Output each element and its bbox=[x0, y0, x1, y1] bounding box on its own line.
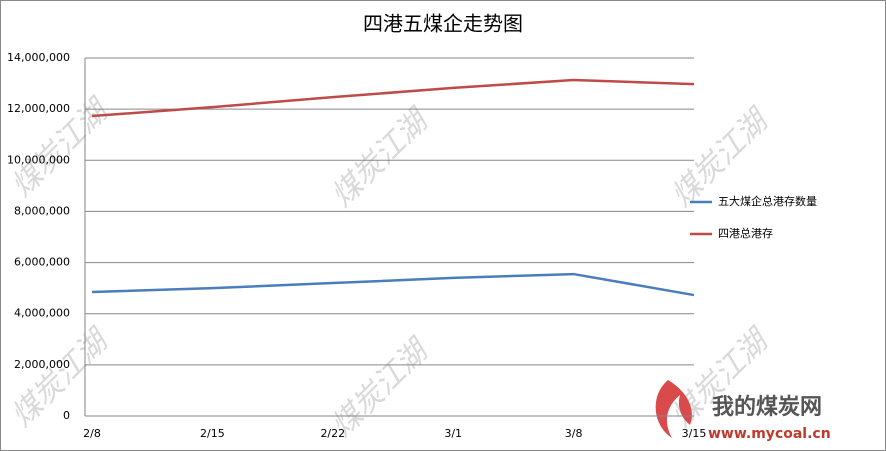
x-tick-label: 2/15 bbox=[200, 427, 225, 440]
series-line bbox=[91, 272, 695, 297]
y-tick-label: 2,000,000 bbox=[14, 358, 70, 371]
y-tick-label: 10,000,000 bbox=[7, 153, 70, 166]
chart-title: 四港五煤企走势图 bbox=[363, 12, 523, 36]
x-tick-label: 2/8 bbox=[83, 427, 101, 440]
series-line bbox=[91, 78, 695, 118]
y-tick-label: 14,000,000 bbox=[7, 51, 70, 64]
y-tick-label: 0 bbox=[63, 409, 70, 422]
x-tick-label: 2/22 bbox=[320, 427, 345, 440]
x-tick-label: 3/15 bbox=[682, 427, 707, 440]
x-tick-label: 3/1 bbox=[444, 427, 462, 440]
logo-url: www.mycoal.cn bbox=[708, 426, 831, 442]
y-tick-label: 4,000,000 bbox=[14, 307, 70, 320]
y-tick-label: 8,000,000 bbox=[14, 204, 70, 217]
legend-label: 四港总港存 bbox=[718, 226, 773, 240]
logo-flame bbox=[655, 380, 692, 438]
logo-name: 我的煤炭网 bbox=[712, 394, 822, 420]
y-tick-label: 12,000,000 bbox=[7, 102, 70, 115]
legend-label: 五大煤企总港存数量 bbox=[718, 194, 817, 208]
x-tick-label: 3/8 bbox=[565, 427, 583, 440]
y-tick-label: 6,000,000 bbox=[14, 256, 70, 269]
logo: 我的煤炭网 www.mycoal.cn bbox=[655, 380, 831, 442]
